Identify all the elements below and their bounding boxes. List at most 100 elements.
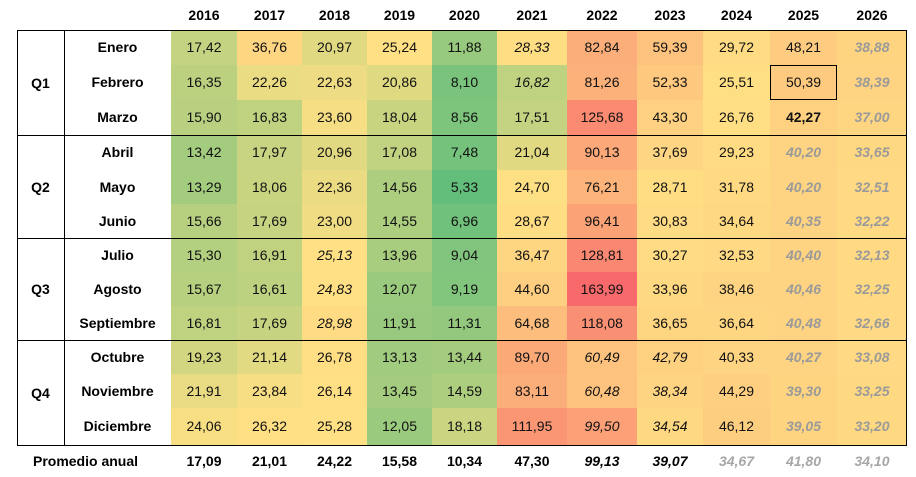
cell-noviembre-2024: 44,29 [703, 374, 770, 408]
cell-noviembre-2022: 60,48 [567, 374, 637, 408]
month-label-mayo: Mayo [99, 179, 136, 195]
cell-diciembre-2023: 34,54 [637, 408, 703, 445]
cell-julio-2022: 128,81 [567, 238, 637, 272]
cell-marzo-2024: 26,76 [703, 100, 770, 135]
year-header-2020: 2020 [448, 7, 481, 23]
cell-junio-2022: 96,41 [567, 204, 637, 238]
cell-abril-2020: 7,48 [432, 135, 497, 170]
cell-septiembre-2024: 36,64 [703, 306, 770, 340]
cell-octubre-2022: 60,49 [567, 340, 637, 374]
cell-abril-2026: 33,65 [837, 135, 907, 170]
month-label-junio: Junio [98, 213, 137, 229]
cell-septiembre-2019: 11,91 [367, 306, 432, 340]
cell-marzo-2023: 43,30 [637, 100, 703, 135]
cell-mayo-2023: 28,71 [637, 170, 703, 204]
cell-enero-2016: 17,42 [171, 30, 237, 65]
cell-diciembre-2019: 12,05 [367, 408, 432, 445]
quarter-label-q3: Q3 [31, 281, 50, 297]
cell-diciembre-2021: 111,95 [497, 408, 567, 445]
month-label-julio: Julio [101, 247, 134, 263]
month-label-agosto: Agosto [93, 281, 142, 297]
average-label: Promedio anual [32, 453, 139, 469]
cell-agosto-2023: 33,96 [637, 272, 703, 306]
cell-junio-2023: 30,83 [637, 204, 703, 238]
cell-octubre-2026: 33,08 [837, 340, 907, 374]
cell-agosto-2021: 44,60 [497, 272, 567, 306]
cell-agosto-2025: 40,46 [770, 272, 837, 306]
cell-julio-2017: 16,91 [237, 238, 302, 272]
cell-diciembre-2017: 26,32 [237, 408, 302, 445]
cell-abril-2016: 13,42 [171, 135, 237, 170]
year-header-2024: 2024 [720, 7, 753, 23]
cell-septiembre-2021: 64,68 [497, 306, 567, 340]
cell-febrero-2017: 22,26 [237, 65, 302, 100]
cell-noviembre-2017: 23,84 [237, 374, 302, 408]
cell-julio-2023: 30,27 [637, 238, 703, 272]
cell-agosto-2019: 12,07 [367, 272, 432, 306]
year-header-2025: 2025 [787, 7, 820, 23]
cell-junio-2017: 17,69 [237, 204, 302, 238]
cell-septiembre-2023: 36,65 [637, 306, 703, 340]
cell-agosto-2024: 38,46 [703, 272, 770, 306]
cell-abril-2024: 29,23 [703, 135, 770, 170]
cell-mayo-2019: 14,56 [367, 170, 432, 204]
month-label-septiembre: Septiembre [79, 315, 156, 331]
cell-octubre-2025: 40,27 [770, 340, 837, 374]
cell-marzo-2020: 8,56 [432, 100, 497, 135]
cell-abril-2023: 37,69 [637, 135, 703, 170]
cell-marzo-2021: 17,51 [497, 100, 567, 135]
cell-julio-2026: 32,13 [837, 238, 907, 272]
cell-septiembre-2016: 16,81 [171, 306, 237, 340]
cell-agosto-2026: 32,25 [837, 272, 907, 306]
cell-octubre-2017: 21,14 [237, 340, 302, 374]
cell-mayo-2017: 18,06 [237, 170, 302, 204]
cell-noviembre-2019: 13,45 [367, 374, 432, 408]
cell-junio-2016: 15,66 [171, 204, 237, 238]
cell-diciembre-2025: 39,05 [770, 408, 837, 445]
average-2025: 41,80 [785, 453, 822, 469]
cell-octubre-2018: 26,78 [302, 340, 367, 374]
year-header-2022: 2022 [586, 7, 618, 23]
quarter-label-q1: Q1 [31, 74, 50, 91]
average-2017: 21,01 [251, 453, 288, 469]
cell-septiembre-2022: 118,08 [567, 306, 637, 340]
cell-septiembre-2017: 17,69 [237, 306, 302, 340]
cell-marzo-2026: 37,00 [837, 100, 907, 135]
cell-septiembre-2025: 40,48 [770, 306, 837, 340]
quarter-label-q2: Q2 [31, 178, 50, 195]
cell-mayo-2024: 31,78 [703, 170, 770, 204]
cell-febrero-2023: 52,33 [637, 65, 703, 100]
year-header-2017: 2017 [253, 7, 286, 23]
cell-agosto-2022: 163,99 [567, 272, 637, 306]
cell-octubre-2020: 13,44 [432, 340, 497, 374]
average-2026: 34,10 [854, 453, 890, 469]
cell-junio-2026: 32,22 [837, 204, 907, 238]
year-header-2018: 2018 [318, 7, 351, 23]
cell-junio-2021: 28,67 [497, 204, 567, 238]
cell-septiembre-2026: 32,66 [837, 306, 907, 340]
cell-marzo-2017: 16,83 [237, 100, 302, 135]
cell-marzo-2018: 23,60 [302, 100, 367, 135]
cell-diciembre-2020: 18,18 [432, 408, 497, 445]
month-label-noviembre: Noviembre [81, 383, 154, 399]
cell-agosto-2016: 15,67 [171, 272, 237, 306]
cell-junio-2019: 14,55 [367, 204, 432, 238]
cell-mayo-2021: 24,70 [497, 170, 567, 204]
cell-noviembre-2016: 21,91 [171, 374, 237, 408]
cell-diciembre-2018: 25,28 [302, 408, 367, 445]
cell-febrero-2024: 25,51 [703, 65, 770, 100]
average-2021: 47,30 [514, 453, 550, 469]
cell-junio-2018: 23,00 [302, 204, 367, 238]
cell-agosto-2020: 9,19 [432, 272, 497, 306]
cell-julio-2016: 15,30 [171, 238, 237, 272]
month-label-marzo: Marzo [97, 109, 138, 125]
cell-marzo-2025: 42,27 [770, 100, 837, 135]
cell-enero-2024: 29,72 [703, 30, 770, 65]
cell-julio-2018: 25,13 [302, 238, 367, 272]
cell-mayo-2016: 13,29 [171, 170, 237, 204]
cell-abril-2022: 90,13 [567, 135, 637, 170]
cell-noviembre-2020: 14,59 [432, 374, 497, 408]
year-header-2026: 2026 [856, 7, 888, 23]
cell-enero-2018: 20,97 [302, 30, 367, 65]
